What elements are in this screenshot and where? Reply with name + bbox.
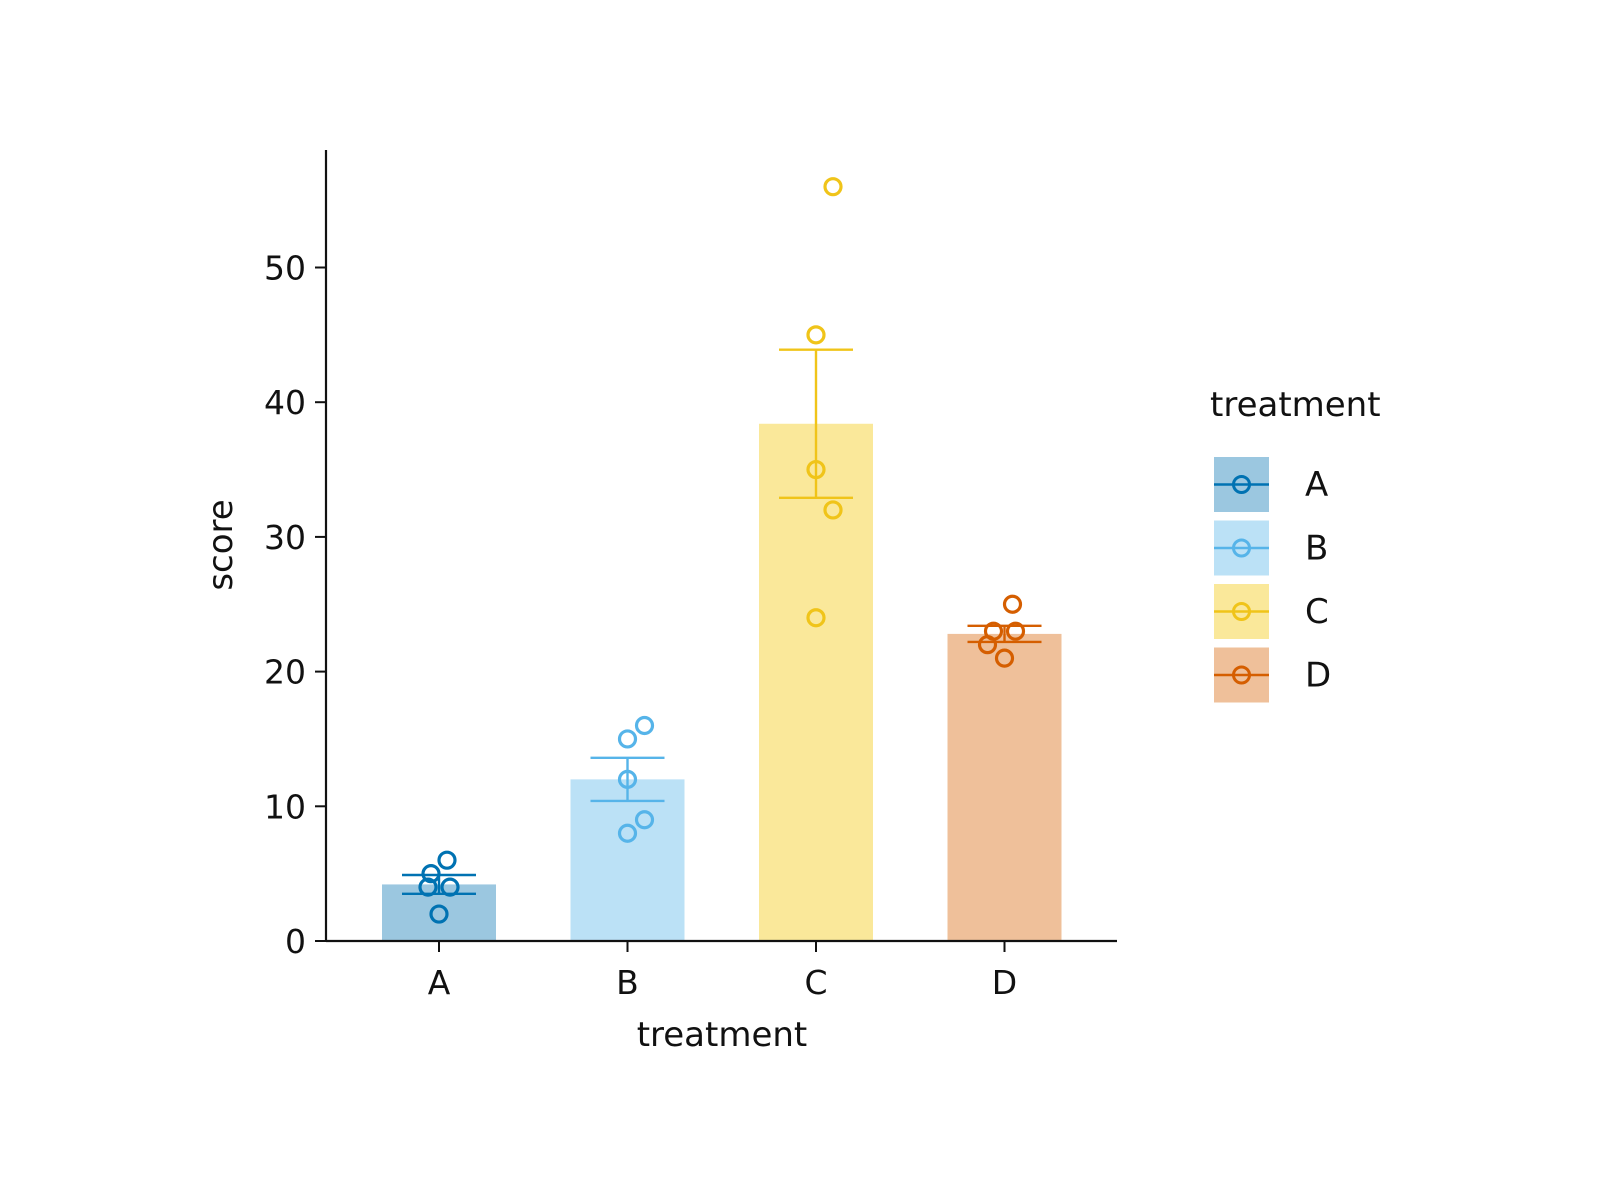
legend-item-a: A [1214,457,1328,512]
data-point [418,877,438,897]
legend-title: treatment [1210,385,1381,425]
legend-label: A [1305,465,1328,505]
y-axis: 0 10 20 30 40 50 [264,150,328,961]
data-point [1005,621,1026,641]
data-point [823,500,843,520]
legend-label: C [1305,592,1329,632]
error-bar-c [779,348,853,500]
data-point [634,810,655,830]
y-tick-label: 0 [285,922,306,961]
bar-b [570,779,685,941]
y-tick-label: 30 [264,518,306,557]
y-tick-label: 40 [264,383,306,422]
y-tick-label: 10 [264,787,306,826]
x-tick-label: C [804,963,827,1002]
data-point [617,769,638,789]
bar-c [759,423,873,941]
data-point [440,877,460,897]
legend-item-c: C [1214,584,1329,639]
bar-d [947,633,1062,941]
data-point [806,608,826,628]
legend-item-b: B [1214,520,1328,576]
legend-label: D [1305,656,1331,696]
legend-item-d: D [1214,647,1331,703]
data-point [983,621,1004,641]
data-point [617,823,638,843]
plot-area [382,177,1062,941]
error-bar-b [590,756,665,803]
x-tick-label: B [616,963,639,1002]
data-point [823,177,843,197]
legend-marker [1232,538,1251,558]
y-tick-label: 20 [264,653,306,692]
x-axis-label: treatment [637,1015,808,1055]
legend-marker [1232,665,1251,685]
data-point [634,715,655,736]
data-point [617,729,638,749]
data-point [429,904,449,924]
legend-marker [1232,475,1251,494]
y-axis-label: score [201,499,241,590]
legend-marker [1232,602,1251,621]
x-axis: A B C D [326,939,1117,1002]
data-point [994,648,1015,668]
data-point [1002,594,1023,614]
x-tick-label: A [428,963,451,1002]
data-point [806,325,826,345]
legend-label: B [1305,529,1328,569]
y-tick-label: 50 [264,249,306,288]
data-point [437,850,457,870]
x-tick-label: D [992,963,1017,1002]
data-point [806,459,826,480]
data-point [421,864,441,884]
